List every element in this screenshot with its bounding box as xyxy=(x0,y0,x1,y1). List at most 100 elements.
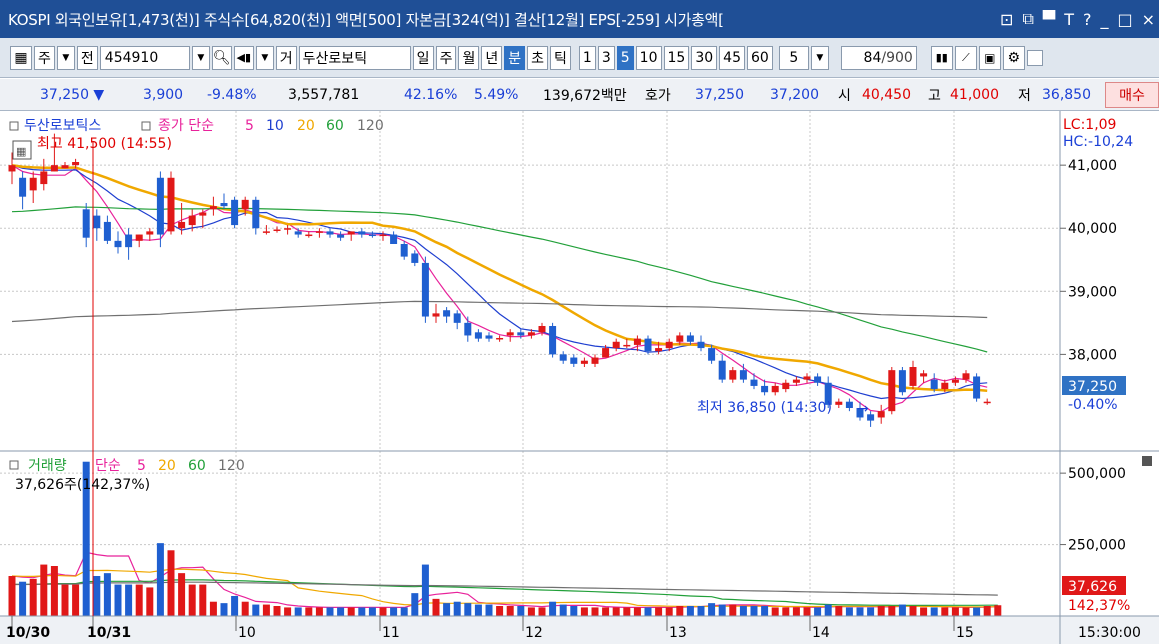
speaker-dropdown-icon[interactable]: ▼ xyxy=(255,45,274,70)
minimize-icon[interactable]: _ xyxy=(1100,9,1109,29)
ma-legend-box xyxy=(141,121,151,131)
search-icon[interactable]: 🔍︎ xyxy=(211,45,232,70)
period-second[interactable]: 초 xyxy=(527,45,549,70)
candle-body xyxy=(135,234,143,241)
volume-bar xyxy=(443,603,451,616)
view-count-input[interactable]: 84/900 xyxy=(840,45,917,70)
candle-body xyxy=(485,335,493,339)
price-panel-toggle[interactable] xyxy=(9,121,19,131)
window-controls: ⊡ ⧉ ▀ T ? _ □ × xyxy=(1000,0,1155,38)
volume-bar xyxy=(294,607,302,616)
candle-body xyxy=(506,332,514,336)
x-tick: 10/31 xyxy=(87,625,131,641)
period-tick[interactable]: 틱 xyxy=(550,45,571,70)
chart-type-icon[interactable]: ▮▮ xyxy=(930,45,953,70)
candle-body xyxy=(61,165,69,169)
candle-body xyxy=(347,231,355,235)
candle-body xyxy=(178,221,186,229)
volume-bar xyxy=(61,584,69,616)
code-dropdown-icon[interactable]: ▼ xyxy=(191,45,210,70)
period-year[interactable]: 년 xyxy=(481,45,503,70)
volume-bar xyxy=(231,596,239,616)
candle-body xyxy=(337,234,345,238)
maximize-icon[interactable]: □ xyxy=(1117,9,1133,29)
period-day[interactable]: 일 xyxy=(412,45,434,70)
candle-body xyxy=(517,332,525,336)
interval-10[interactable]: 10 xyxy=(635,45,662,70)
type-select-2[interactable]: 전 xyxy=(76,45,98,70)
price-y-tick: 41,000 xyxy=(1068,158,1117,174)
indicator-icon[interactable]: ⟋ xyxy=(954,45,977,70)
candle-body xyxy=(284,228,292,230)
chevron-down-icon[interactable]: ▼ xyxy=(56,45,75,70)
new-window-icon[interactable]: ⧉ xyxy=(1022,9,1034,28)
candle-body xyxy=(474,332,482,339)
volume-bar xyxy=(50,566,58,616)
speaker-icon[interactable]: ◀▮ xyxy=(233,45,254,70)
period-week[interactable]: 주 xyxy=(435,45,457,70)
pin-icon[interactable]: ▀ xyxy=(1042,9,1056,29)
ma-legend-10: 10 xyxy=(266,118,284,134)
help-icon[interactable]: ? xyxy=(1082,9,1092,29)
volume-bar xyxy=(867,607,875,616)
buy-button[interactable]: 매수 xyxy=(1105,82,1159,108)
stock-name[interactable]: 두산로보틱 xyxy=(298,45,411,70)
interval-30[interactable]: 30 xyxy=(691,45,718,70)
save-icon[interactable]: ▣ xyxy=(978,45,1001,70)
ma-line-120 xyxy=(11,300,988,323)
layout-icon[interactable]: ▦ xyxy=(10,45,32,70)
candle-body xyxy=(8,165,16,172)
change-percent: -9.48% xyxy=(207,86,257,103)
volume-bar xyxy=(390,607,398,616)
period-minute[interactable]: 분 xyxy=(504,45,526,70)
option-checkbox[interactable] xyxy=(1026,49,1043,66)
interval-45[interactable]: 45 xyxy=(719,45,745,70)
interval-1[interactable]: 1 xyxy=(578,45,596,70)
current-volume-pct: 142,37% xyxy=(1068,598,1130,614)
candle-body xyxy=(453,313,461,323)
volume-bar xyxy=(8,576,16,616)
volume-bar xyxy=(845,607,853,616)
gear-icon[interactable]: ⚙ xyxy=(1002,45,1025,70)
candle-body xyxy=(19,177,27,197)
volume-bar xyxy=(909,606,917,616)
interval-5[interactable]: 5 xyxy=(616,45,634,70)
count-dropdown-icon[interactable]: ▼ xyxy=(810,45,829,70)
count-input[interactable]: 5 xyxy=(778,45,809,70)
restore-icon[interactable]: ⊡ xyxy=(1000,9,1014,29)
calendar-icon[interactable] xyxy=(12,140,32,160)
x-tick: 15 xyxy=(956,625,974,641)
volume-bar xyxy=(114,584,122,616)
code-input[interactable]: 454910 xyxy=(99,45,190,70)
volume-bar xyxy=(358,607,366,616)
low-price: 36,850 xyxy=(1042,86,1091,103)
candle-body xyxy=(835,401,843,405)
volume-panel-close-icon[interactable] xyxy=(1142,456,1152,466)
candle-body xyxy=(432,313,440,317)
interval-3[interactable]: 3 xyxy=(597,45,615,70)
volume-bar xyxy=(485,604,493,616)
volume-value: 3,557,781 xyxy=(288,86,360,103)
type-select-1[interactable]: 주 xyxy=(34,45,55,70)
candle-body xyxy=(591,357,599,364)
volume-bar xyxy=(337,607,345,616)
volume-bar xyxy=(125,584,133,616)
low-label: 저 xyxy=(1018,87,1031,104)
interval-15[interactable]: 15 xyxy=(663,45,690,70)
interval-60[interactable]: 60 xyxy=(746,45,773,70)
candle-body xyxy=(570,357,578,364)
candle-body xyxy=(708,348,716,361)
volume-bar xyxy=(305,607,313,616)
close-icon[interactable]: × xyxy=(1141,9,1155,29)
candle-body xyxy=(464,322,472,336)
current-price-marker xyxy=(1062,376,1126,395)
period-month[interactable]: 월 xyxy=(458,45,480,70)
volume-panel-toggle[interactable] xyxy=(9,460,19,470)
font-icon[interactable]: T xyxy=(1064,9,1074,29)
volume-bar xyxy=(209,601,217,616)
candle-body xyxy=(761,385,769,393)
candle-body xyxy=(633,338,641,345)
candle-body xyxy=(82,209,90,238)
candle-body xyxy=(580,360,588,364)
chart-area[interactable]: 41,000 40,000 39,000 38,000 500,000 250,000 1… xyxy=(0,111,1159,644)
